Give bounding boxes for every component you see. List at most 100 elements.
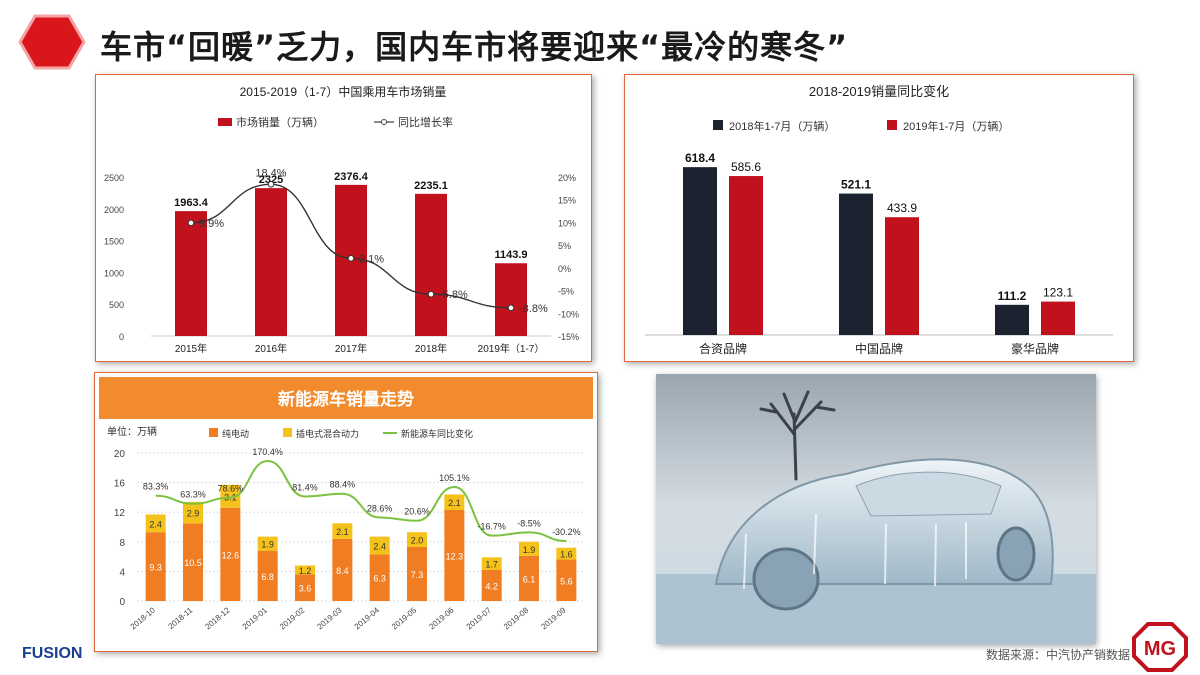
brand-bar bbox=[683, 167, 717, 335]
growth-point-label: -16.7% bbox=[477, 522, 506, 532]
growth-point bbox=[267, 180, 275, 188]
phev-bar bbox=[556, 547, 577, 560]
bev-bar bbox=[556, 559, 577, 601]
x-tick-label: 2019-08 bbox=[502, 605, 531, 631]
growth-line bbox=[190, 183, 512, 309]
y-left-tick-label: 1500 bbox=[104, 237, 124, 247]
sales-bar-label: 1963.4 bbox=[174, 197, 209, 209]
brand-bar-label: 585.6 bbox=[731, 160, 761, 174]
mg-logo-text: MG bbox=[1144, 638, 1176, 660]
x-tick-label: 2019年（1-7） bbox=[478, 342, 545, 355]
bev-bar bbox=[519, 555, 539, 601]
phev-bar bbox=[481, 557, 502, 570]
y-tick-label: 16 bbox=[114, 479, 126, 490]
bev-bar bbox=[407, 546, 427, 601]
y-tick-label: 0 bbox=[119, 597, 125, 608]
phev-bar-label: 1.9 bbox=[261, 540, 274, 550]
brand-sales-chart: 2018-2019销量同比变化 2018年1-7月（万辆） 2019年1-7月（万辆… bbox=[645, 84, 1113, 356]
brand-bar bbox=[729, 176, 763, 335]
growth-point-label: 105.1% bbox=[439, 473, 470, 483]
bev-bar-label: 6.8 bbox=[261, 572, 274, 582]
x-tick-label: 中国品牌 bbox=[855, 341, 903, 356]
growth-point-label: 78.6% bbox=[218, 484, 244, 494]
legend-swatch-bev bbox=[209, 428, 218, 437]
brand-bar-label: 123.1 bbox=[1043, 286, 1073, 300]
x-tick-label: 2019-07 bbox=[465, 605, 494, 631]
brand-bar bbox=[1041, 301, 1075, 335]
phev-bar bbox=[519, 541, 539, 556]
phev-bar bbox=[407, 532, 427, 547]
bev-bar-label: 7.3 bbox=[411, 570, 424, 580]
growth-point bbox=[347, 255, 355, 262]
x-tick-label: 2018-10 bbox=[129, 605, 158, 631]
phev-bar bbox=[220, 484, 241, 508]
growth-point-label: -5.8% bbox=[439, 289, 468, 301]
bev-bar bbox=[444, 509, 465, 601]
growth-point-label: 18.4% bbox=[255, 167, 286, 179]
phev-bar-label: 2.1 bbox=[448, 498, 461, 508]
phev-bar bbox=[183, 501, 203, 524]
growth-point bbox=[427, 290, 435, 298]
sales-bar bbox=[175, 211, 207, 336]
chart-title: 2018-2019销量同比变化 bbox=[809, 84, 949, 99]
legend-swatch bbox=[713, 120, 723, 130]
sales-bar bbox=[415, 193, 447, 336]
chart-title: 2015-2019（1-7）中国乘用车市场销量 bbox=[240, 84, 447, 99]
growth-point-label: -30.2% bbox=[552, 527, 581, 537]
mg-logo: MG bbox=[1132, 622, 1188, 672]
x-tick-label: 2019-04 bbox=[353, 605, 382, 631]
growth-point bbox=[187, 219, 195, 227]
y-tick-label: 8 bbox=[119, 538, 125, 549]
growth-point-label: 81.4% bbox=[292, 482, 318, 492]
nev-sales-chart-panel: 新能源车销量走势 单位：万辆 纯电动 插电式混合动力 新能源车同比变化 0 4 8 12 16 20… bbox=[94, 372, 598, 652]
sales-bar-label: 2235.1 bbox=[414, 180, 448, 192]
fusion-logo: FUSION bbox=[22, 645, 82, 662]
legend-label: 2019年1-7月（万辆） bbox=[903, 119, 1009, 133]
chart-title: 新能源车销量走势 bbox=[278, 389, 414, 409]
brand-bar-label: 111.2 bbox=[998, 289, 1027, 303]
brand-bar bbox=[995, 304, 1029, 335]
legend-swatch-sales bbox=[218, 118, 232, 126]
bev-bar-label: 8.4 bbox=[336, 566, 349, 576]
phev-bar-label: 2.0 bbox=[411, 536, 424, 546]
x-tick-label: 2018-12 bbox=[203, 605, 232, 631]
bev-bar bbox=[295, 574, 315, 601]
phev-bar-label: 2.4 bbox=[149, 519, 162, 529]
bev-bar bbox=[220, 507, 241, 601]
growth-point-label: 170.4% bbox=[252, 447, 283, 457]
sales-bar-label: 2376.4 bbox=[334, 171, 369, 183]
x-tick-label: 2016年 bbox=[255, 342, 287, 355]
y-right-tick-label: 5% bbox=[558, 241, 571, 251]
bev-bar bbox=[257, 550, 278, 601]
y-left-tick-label: 0 bbox=[119, 332, 124, 342]
bev-bar-label: 10.5 bbox=[184, 558, 202, 568]
bev-bar bbox=[369, 554, 390, 601]
frozen-car-photo bbox=[656, 374, 1096, 644]
page-title: 车市“回暖”乏力，国内车市将要迎来“最冷的寒冬” bbox=[100, 28, 849, 66]
phev-bar-label: 1.7 bbox=[485, 560, 498, 570]
x-tick-label: 2017年 bbox=[335, 342, 367, 355]
growth-point-label: 88.4% bbox=[330, 480, 356, 490]
y-right-tick-label: -10% bbox=[558, 309, 579, 319]
x-tick-label: 2019-06 bbox=[427, 605, 456, 631]
growth-point-label: 83.3% bbox=[143, 482, 169, 492]
y-tick-label: 4 bbox=[119, 567, 125, 578]
brand-sales-chart-panel: 2018-2019销量同比变化 2018年1-7月（万辆） 2019年1-7月（万辆… bbox=[624, 74, 1134, 362]
x-tick-label: 2019-01 bbox=[241, 605, 270, 631]
unit-label: 单位：万辆 bbox=[107, 425, 157, 438]
growth-point-label: -8.5% bbox=[517, 518, 541, 528]
legend-swatch bbox=[887, 120, 897, 130]
bev-bar-label: 4.2 bbox=[485, 581, 498, 591]
chart-header-band bbox=[99, 377, 593, 419]
bev-bar-label: 9.3 bbox=[149, 563, 162, 573]
growth-point-label: 28.6% bbox=[367, 504, 393, 514]
y-right-tick-label: 20% bbox=[558, 173, 576, 183]
y-right-tick-label: -5% bbox=[558, 287, 574, 297]
fusion-logo-text: FUSION bbox=[22, 645, 82, 662]
phev-bar-label: 2.4 bbox=[373, 542, 386, 552]
bev-bar-label: 12.6 bbox=[222, 550, 240, 560]
x-tick-label: 2018-11 bbox=[166, 605, 194, 631]
legend-label-growth: 同比增长率 bbox=[398, 115, 453, 129]
